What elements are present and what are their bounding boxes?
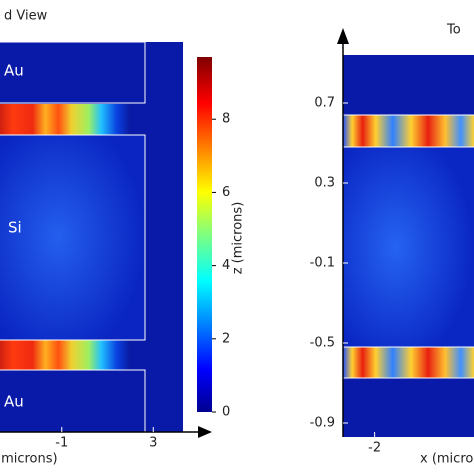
colorbar-label: z (microns) [231,202,246,275]
y-tick-label: 0.3 [314,176,335,191]
panel-title: d View [4,9,48,24]
si-box [0,134,146,341]
hot-band [343,115,474,147]
colorbar-tick-label: 6 [222,185,230,200]
si-field [0,135,145,340]
x-axis-label: x (microns) [420,452,474,467]
au-box [0,41,146,104]
x-tick-label: -2 [368,441,381,456]
axis-arrow [198,426,212,438]
colorbar [197,57,212,412]
colorbar-tick-label: 0 [222,405,230,420]
colorbar-tick-label: 8 [222,112,230,127]
right-heatmap [342,55,474,437]
panel-title: To [446,23,461,38]
x-axis-label: (microns) [0,452,58,467]
colorbar-tick-label: 2 [222,331,230,346]
y-tick-label: -0.5 [310,336,335,351]
si-field [343,147,474,347]
x-tick-label: 3 [149,436,157,451]
region-label: Si [8,219,22,237]
left-heatmap [0,41,183,433]
hot-band [343,347,474,378]
x-tick-label: -1 [55,436,68,451]
region-label: Au [4,393,24,411]
y-tick-label: -0.9 [310,416,335,431]
y-tick-label: -0.1 [310,256,335,271]
colorbar-tick-label: 4 [222,258,230,273]
region-label: Au [4,62,24,80]
y-tick-label: 0.7 [314,96,335,111]
hot-band [0,104,130,135]
hot-band [0,340,130,370]
axis-arrow [337,28,349,44]
